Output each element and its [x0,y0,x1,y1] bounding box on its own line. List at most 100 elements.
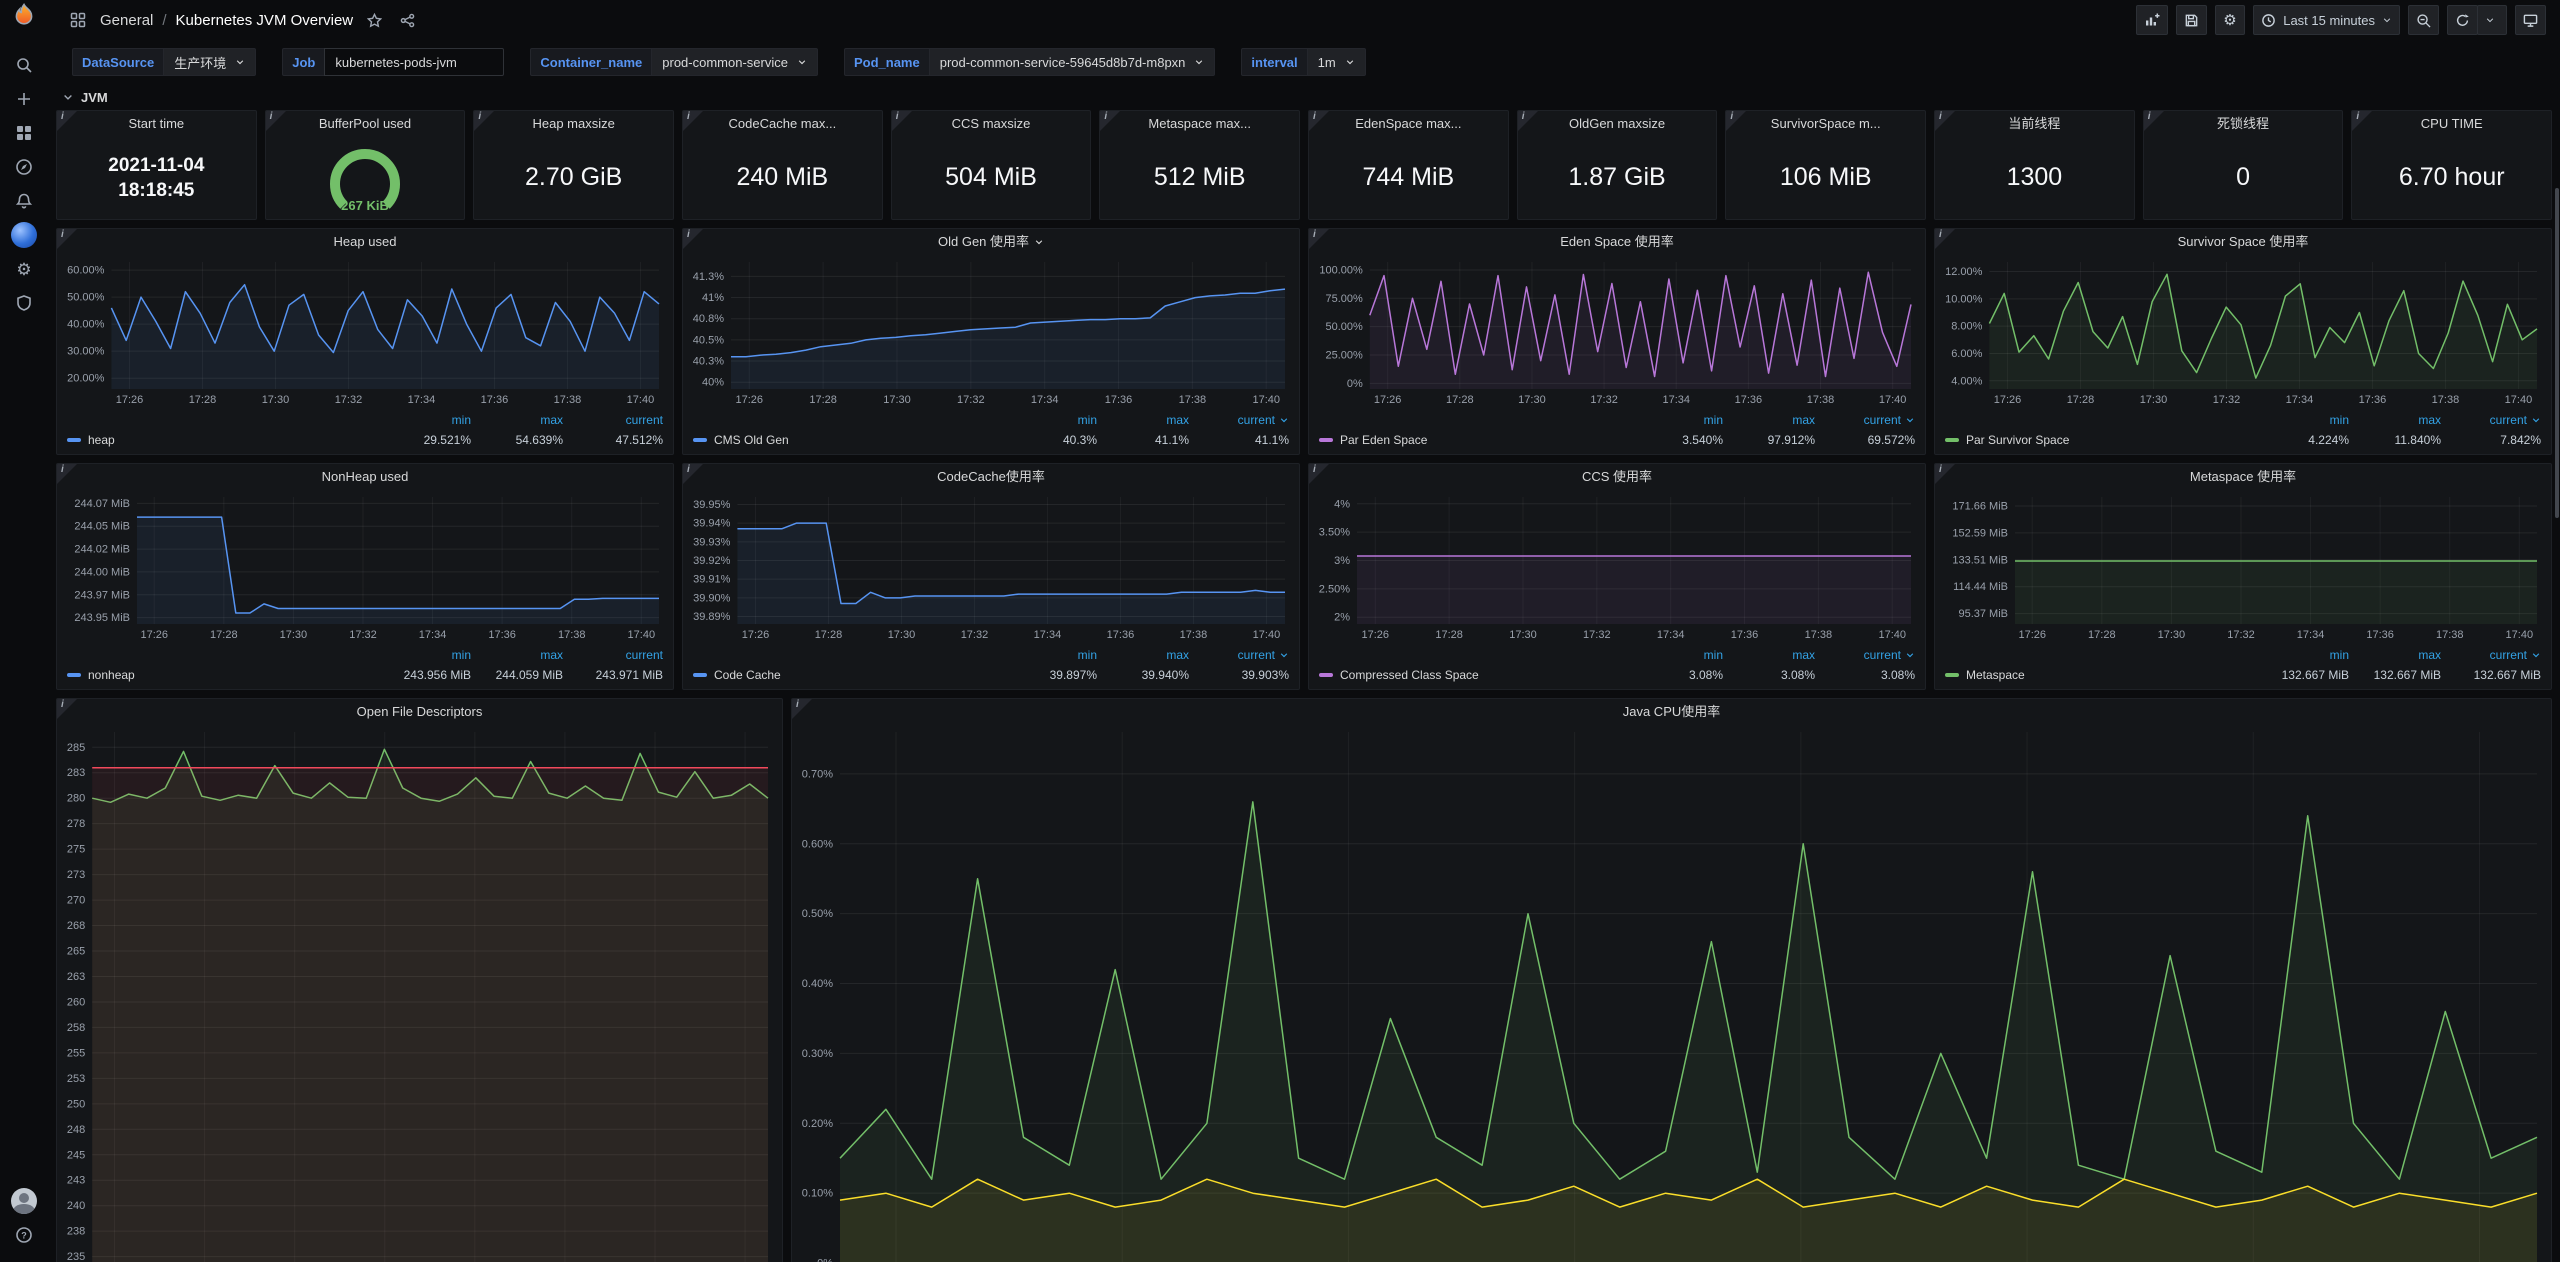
legend-header-current[interactable]: current [2441,413,2541,427]
panel-info-icon[interactable]: i [2352,111,2373,131]
chart-canvas[interactable]: 12.00% 10.00% 8.00% 6.00% 4.00% 17:26 17:28 17:… [1935,254,2551,409]
panel-info-icon[interactable]: i [1309,229,1329,249]
grafana-logo-icon[interactable] [0,3,48,48]
panel-title[interactable]: Heap used [57,229,673,254]
legend-header-min[interactable]: min [451,648,471,662]
panel-info-icon[interactable]: i [1517,111,1538,131]
variable-select[interactable]: prod-common-service [651,48,818,76]
row-header-jvm[interactable]: JVM [56,84,2552,110]
alerting-bell-icon[interactable] [0,184,48,218]
user-avatar[interactable] [0,1184,48,1218]
save-dashboard-button[interactable] [2176,5,2208,35]
panel-title[interactable]: Open File Descriptors [57,699,782,724]
legend-header-min[interactable]: min [1077,413,1097,427]
cycle-view-mode-button[interactable] [2515,5,2546,35]
zoom-out-button[interactable] [2408,5,2439,35]
legend-header-min[interactable]: min [2329,648,2349,662]
legend-series-name[interactable]: Par Eden Space [1319,433,1631,447]
panel-info-icon[interactable]: i [57,229,77,249]
legend-header-max[interactable]: max [540,413,563,427]
panel-info-icon[interactable]: i [1309,464,1329,484]
panel-title[interactable]: 死锁线程 [2144,111,2343,136]
legend-header-min[interactable]: min [451,413,471,427]
chart-canvas[interactable]: 171.66 MiB 152.59 MiB 133.51 MiB 114.44 MiB… [1935,489,2551,644]
legend-header-current[interactable]: current [1815,413,1915,427]
panel-title[interactable]: CodeCache max... [683,111,882,136]
explore-compass-icon[interactable] [0,150,48,184]
panel-title[interactable]: Start time [57,111,256,136]
legend-header-max[interactable]: max [2418,648,2441,662]
panel-info-icon[interactable]: i [1100,111,1121,131]
legend-series-name[interactable]: Code Cache [693,668,1005,682]
legend-header-max[interactable]: max [2418,413,2441,427]
create-icon[interactable] [0,82,48,116]
plugin-app-icon[interactable] [0,218,48,252]
help-icon[interactable]: ? [0,1218,48,1252]
chart-canvas[interactable]: 60.00% 50.00% 40.00% 30.00% 20.00% 17:26 17:28… [57,254,673,409]
legend-header-max[interactable]: max [1792,648,1815,662]
legend-header-max[interactable]: max [1166,413,1189,427]
panel-title[interactable]: OldGen maxsize [1518,111,1717,136]
chart-canvas[interactable]: 285 283 280 278 275 273 270 268 265 263 260 258 255 2… [57,724,782,1262]
dashboard-title[interactable]: Kubernetes JVM Overview [175,11,354,29]
legend-series-name[interactable]: Par Survivor Space [1945,433,2257,447]
legend-series-name[interactable]: Metaspace [1945,668,2257,682]
variable-select[interactable]: 生产环境 [163,48,257,76]
chart-canvas[interactable]: 41.3% 41% 40.8% 40.5% 40.3% 40% 17:26 17:28 17:3… [683,254,1299,409]
panel-title[interactable]: EdenSpace max... [1309,111,1508,136]
panel-info-icon[interactable]: i [57,111,77,131]
panel-title[interactable]: Old Gen 使用率 [683,229,1299,254]
chart-canvas[interactable]: 39.95% 39.94% 39.93% 39.92% 39.91% 39.90% 39.8… [683,489,1299,644]
legend-header-max[interactable]: max [540,648,563,662]
variable-select[interactable]: prod-common-service-59645d8b7d-m8pxn [928,48,1216,76]
variable-input[interactable]: kubernetes-pods-jvm [324,48,505,76]
panel-info-icon[interactable]: i [1935,111,1956,131]
panel-info-icon[interactable]: i [683,111,704,131]
legend-header-current[interactable]: current [2441,648,2541,662]
legend-header-max[interactable]: max [1166,648,1189,662]
panel-title[interactable]: NonHeap used [57,464,673,489]
dashboard-settings-button[interactable]: ⚙ [2215,5,2246,35]
legend-header-min[interactable]: min [1703,648,1723,662]
legend-header-current[interactable]: current [1189,413,1289,427]
legend-series-name[interactable]: CMS Old Gen [693,433,1005,447]
server-admin-shield-icon[interactable] [0,286,48,320]
panel-info-icon[interactable]: i [57,699,77,719]
legend-header-current[interactable]: current [1189,648,1289,662]
refresh-button[interactable] [2447,5,2478,35]
chart-canvas[interactable]: 0.70% 0.60% 0.50% 0.40% 0.30% 0.20% 0.10% 0% [792,724,2551,1262]
search-icon[interactable] [0,48,48,82]
configuration-gear-icon[interactable]: ⚙ [16,259,32,279]
legend-header-min[interactable]: min [1077,648,1097,662]
legend-header-min[interactable]: min [1703,413,1723,427]
panel-title[interactable]: Eden Space 使用率 [1309,229,1925,254]
breadcrumb-folder[interactable]: General [100,11,154,29]
panel-info-icon[interactable]: i [1935,229,1955,249]
panel-info-icon[interactable]: i [474,111,495,131]
variable-select[interactable]: 1m [1306,48,1366,76]
panel-title[interactable]: CodeCache使用率 [683,464,1299,489]
chart-canvas[interactable]: 100.00% 75.00% 50.00% 25.00% 0% 17:26 17:28 17:… [1309,254,1925,409]
panel-info-icon[interactable]: i [683,464,703,484]
panel-info-icon[interactable]: i [1309,111,1330,131]
panel-info-icon[interactable]: i [1726,111,1747,131]
panel-title[interactable]: CCS 使用率 [1309,464,1925,489]
panel-title[interactable]: Metaspace max... [1100,111,1299,136]
panel-info-icon[interactable]: i [57,464,77,484]
panel-info-icon[interactable]: i [265,111,286,131]
panel-info-icon[interactable]: i [891,111,912,131]
legend-series-name[interactable]: Compressed Class Space [1319,668,1631,682]
panel-title[interactable]: Heap maxsize [474,111,673,136]
chart-canvas[interactable]: 244.07 MiB 244.05 MiB 244.02 MiB 244.00 MiB… [57,489,673,644]
panel-title[interactable]: SurvivorSpace m... [1726,111,1925,136]
add-panel-button[interactable] [2136,5,2169,35]
legend-header-current[interactable]: current [625,648,663,662]
chart-canvas[interactable]: 4% 3.50% 3% 2.50% 2% 17:26 17:28 17:30 17:32 17:3… [1309,489,1925,644]
dashboards-icon[interactable] [0,116,48,150]
legend-header-min[interactable]: min [2329,413,2349,427]
legend-series-name[interactable]: nonheap [67,668,379,682]
panel-info-icon[interactable]: i [792,699,812,719]
share-dashboard-icon[interactable] [396,11,419,30]
legend-header-current[interactable]: current [1815,648,1915,662]
time-range-picker[interactable]: Last 15 minutes [2253,5,2400,35]
